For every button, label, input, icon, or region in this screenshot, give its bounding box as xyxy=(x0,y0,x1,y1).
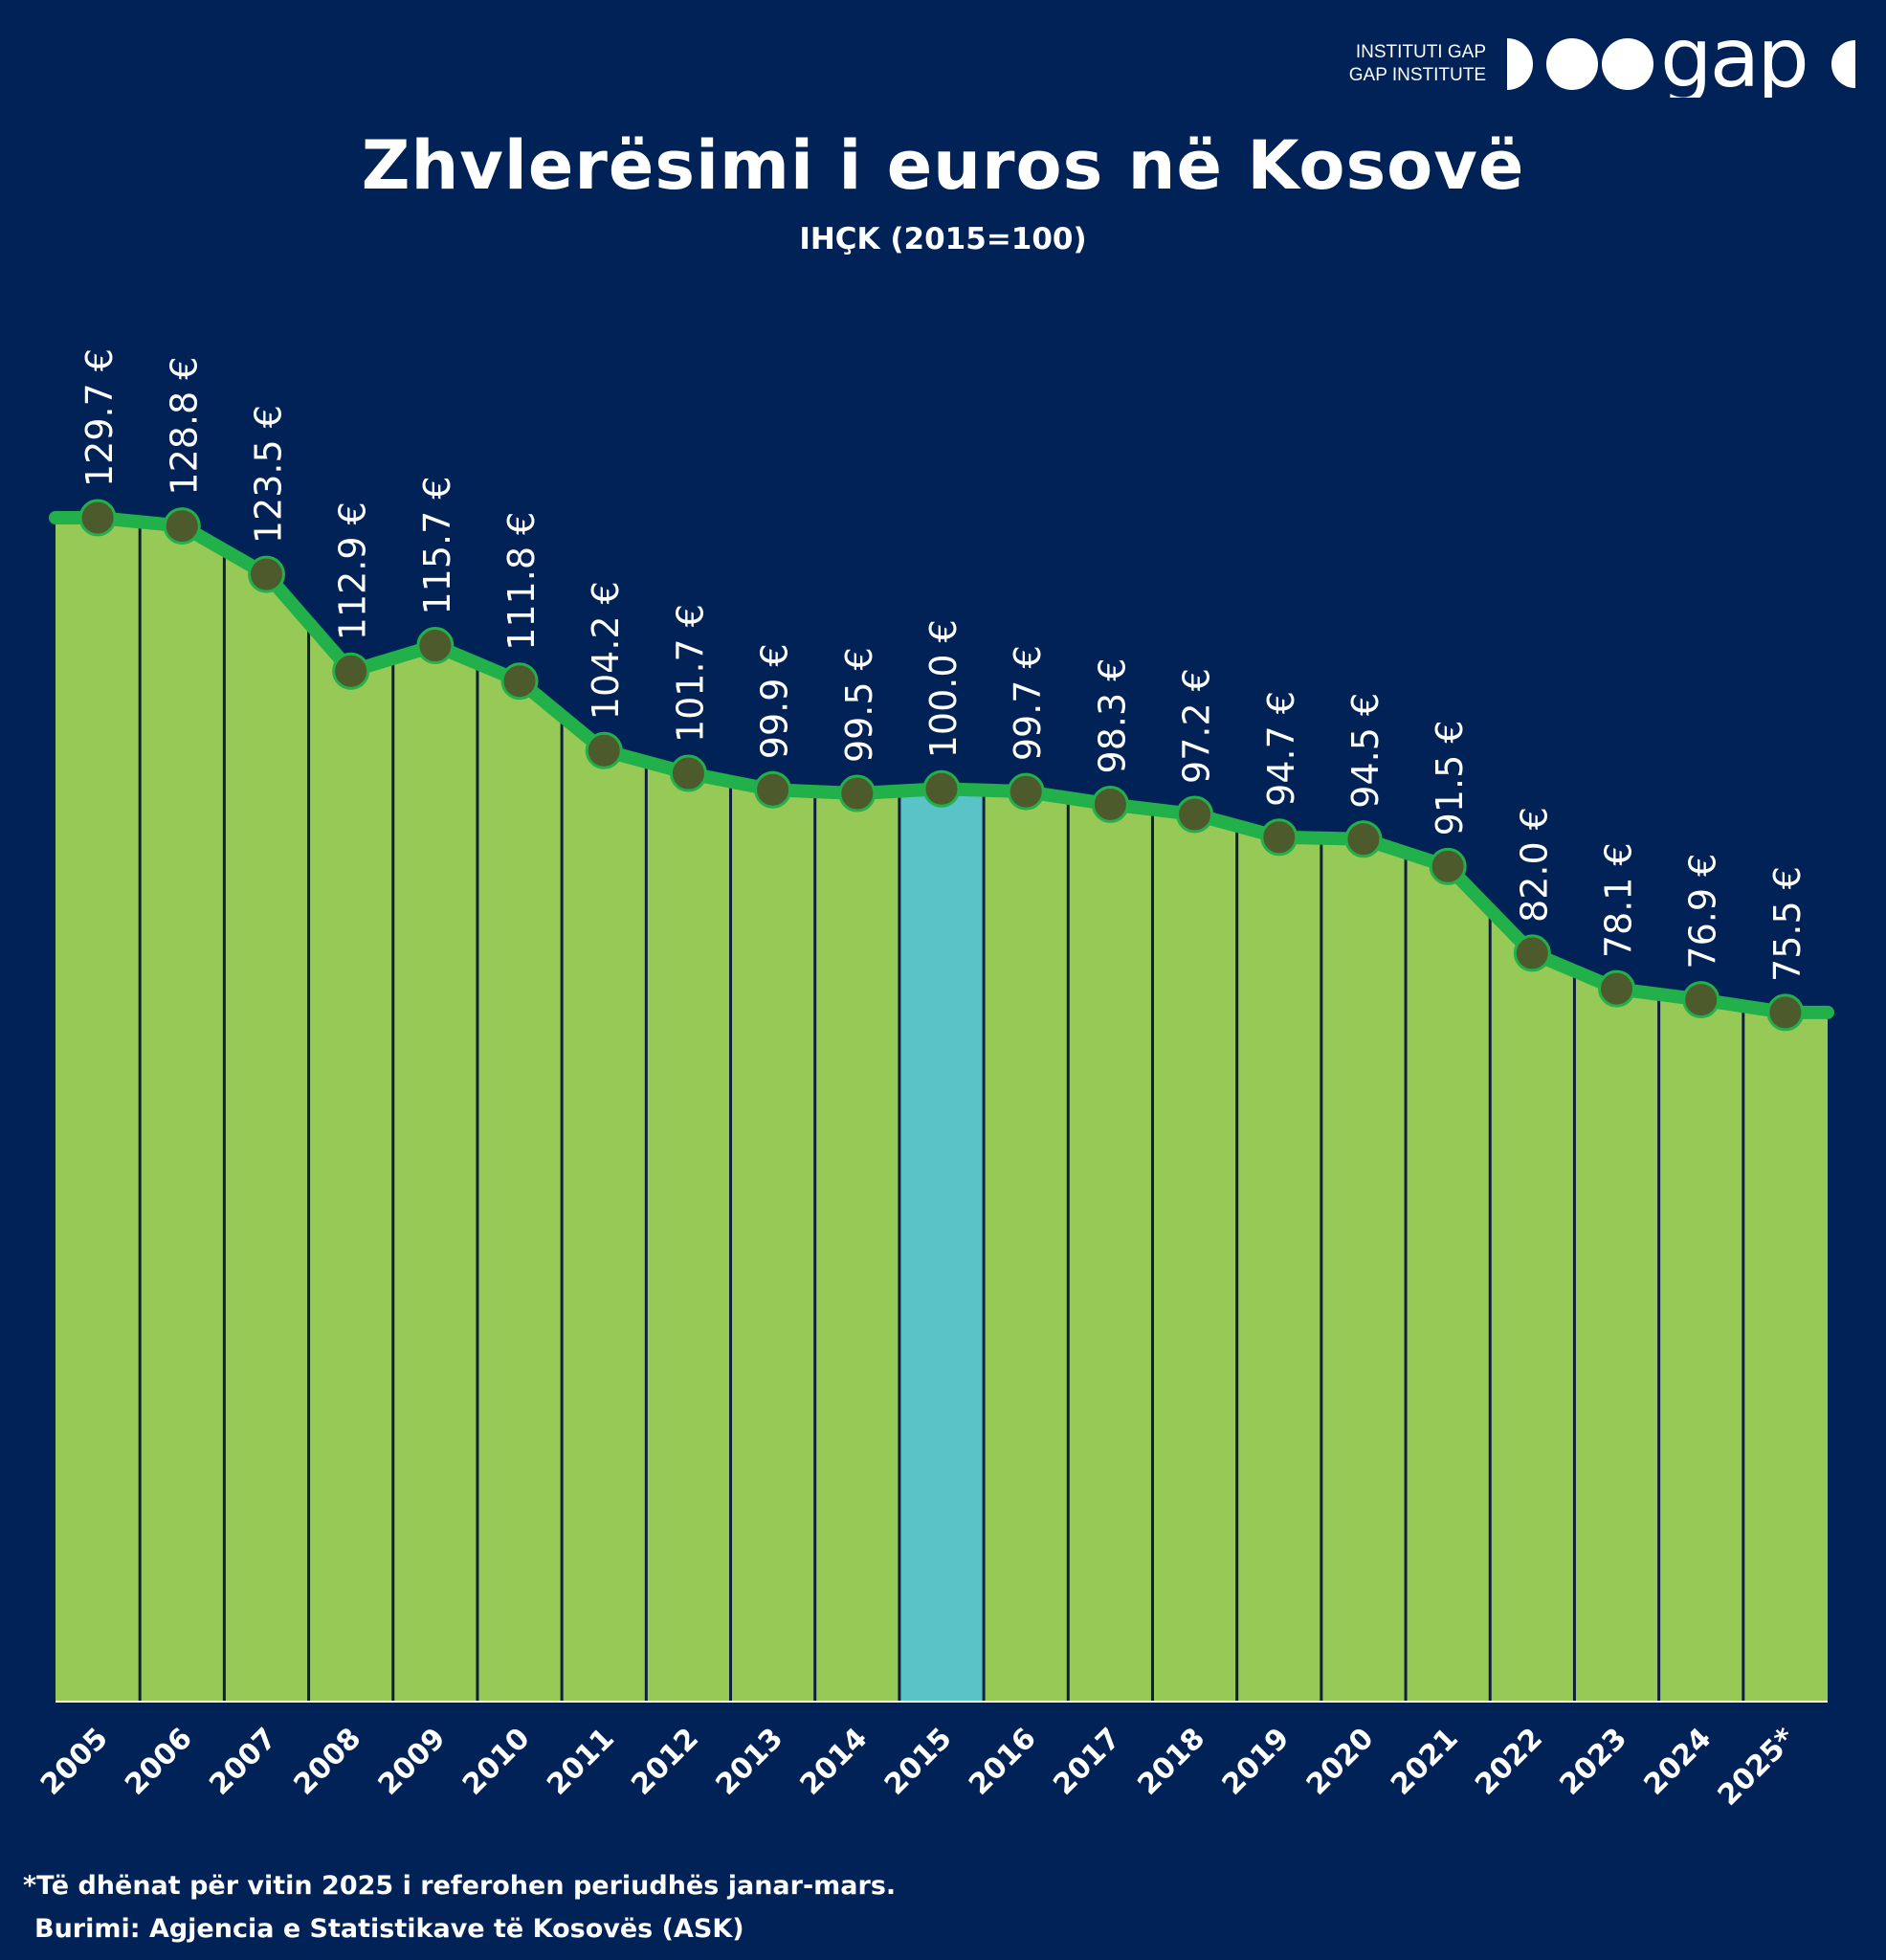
data-label: 104.2 € xyxy=(585,581,627,720)
chart-title: Zhvlerësimi i euros në Kosovë xyxy=(361,126,1525,205)
brand-line-1: INSTITUTI GAP xyxy=(1355,42,1486,62)
x-tick-label: 2011 xyxy=(541,1722,621,1802)
x-tick-label: 2025* xyxy=(1712,1722,1803,1813)
x-tick-label: 2013 xyxy=(709,1722,789,1802)
data-label: 94.5 € xyxy=(1344,693,1387,809)
data-label: 101.7 € xyxy=(669,604,711,743)
data-label: 82.0 € xyxy=(1513,807,1555,923)
x-tick-label: 2023 xyxy=(1553,1722,1633,1802)
source-note: Burimi: Agjencia e Statistikave të Kosov… xyxy=(34,1914,744,1944)
data-label: 99.5 € xyxy=(838,647,880,763)
x-tick-label: 2005 xyxy=(34,1722,115,1802)
x-tick-label: 2010 xyxy=(456,1722,537,1802)
data-point xyxy=(1598,969,1636,1008)
data-label: 100.0 € xyxy=(922,619,965,758)
x-tick-label: 2024 xyxy=(1638,1722,1719,1802)
brand-text: INSTITUTI GAP GAP INSTITUTE xyxy=(1349,41,1486,87)
data-point xyxy=(754,770,792,809)
data-point xyxy=(500,662,539,701)
data-label: 94.7 € xyxy=(1260,691,1302,807)
data-label: 128.8 € xyxy=(163,357,205,496)
data-label: 99.7 € xyxy=(1007,645,1049,761)
x-tick-label: 2007 xyxy=(203,1722,283,1802)
brand-logo: INSTITUTI GAP GAP INSTITUTE gap xyxy=(1349,31,1861,98)
x-tick-label: 2022 xyxy=(1469,1722,1549,1802)
x-tick-label: 2012 xyxy=(625,1722,705,1802)
data-point xyxy=(1344,820,1383,858)
data-label: 123.5 € xyxy=(247,405,289,544)
data-label: 91.5 € xyxy=(1429,720,1471,835)
data-point xyxy=(78,499,117,537)
x-tick-label: 2016 xyxy=(963,1722,1043,1802)
data-point xyxy=(669,754,707,792)
x-tick-label: 2017 xyxy=(1047,1722,1127,1802)
x-tick-label: 2021 xyxy=(1385,1722,1465,1802)
data-label: 115.7 € xyxy=(416,476,458,614)
data-label: 98.3 € xyxy=(1091,658,1133,774)
data-point xyxy=(163,507,201,546)
brand-line-2: GAP INSTITUTE xyxy=(1348,65,1486,85)
data-label: 75.5 € xyxy=(1766,866,1808,982)
data-label: 112.9 € xyxy=(332,501,374,640)
x-tick-label: 2008 xyxy=(288,1722,368,1802)
x-tick-label: 2015 xyxy=(878,1722,959,1802)
x-tick-label: 2014 xyxy=(794,1722,875,1802)
data-point xyxy=(1513,934,1551,972)
data-point xyxy=(1429,847,1467,885)
gap-logo-icon: gap xyxy=(1507,31,1855,98)
data-point xyxy=(1007,772,1045,811)
data-label: 97.2 € xyxy=(1176,668,1218,784)
footnote: *Të dhënat për vitin 2025 i referohen pe… xyxy=(23,1871,897,1901)
data-point xyxy=(1260,818,1298,857)
brand-wordmark: gap xyxy=(1660,31,1807,98)
data-label: 111.8 € xyxy=(500,512,543,651)
data-point xyxy=(922,769,961,808)
data-label: 129.7 € xyxy=(78,348,121,487)
highlight-column xyxy=(899,789,985,1702)
data-point xyxy=(585,731,623,769)
data-label: 78.1 € xyxy=(1598,842,1640,958)
data-point xyxy=(1176,795,1214,834)
x-tick-label: 2006 xyxy=(119,1722,199,1802)
data-label: 99.9 € xyxy=(754,643,796,759)
data-point xyxy=(247,555,285,593)
data-point xyxy=(838,774,876,813)
chart-subtitle: IHÇK (2015=100) xyxy=(799,222,1087,256)
x-tick-label: 2019 xyxy=(1216,1722,1297,1802)
data-point xyxy=(416,627,455,665)
data-point xyxy=(1682,981,1720,1019)
x-tick-label: 2018 xyxy=(1131,1722,1211,1802)
x-tick-label: 2020 xyxy=(1300,1722,1381,1802)
data-label: 76.9 € xyxy=(1682,854,1724,969)
data-point xyxy=(332,652,370,690)
x-tick-label: 2009 xyxy=(372,1722,453,1802)
data-point xyxy=(1091,785,1129,823)
data-point xyxy=(1766,993,1805,1032)
